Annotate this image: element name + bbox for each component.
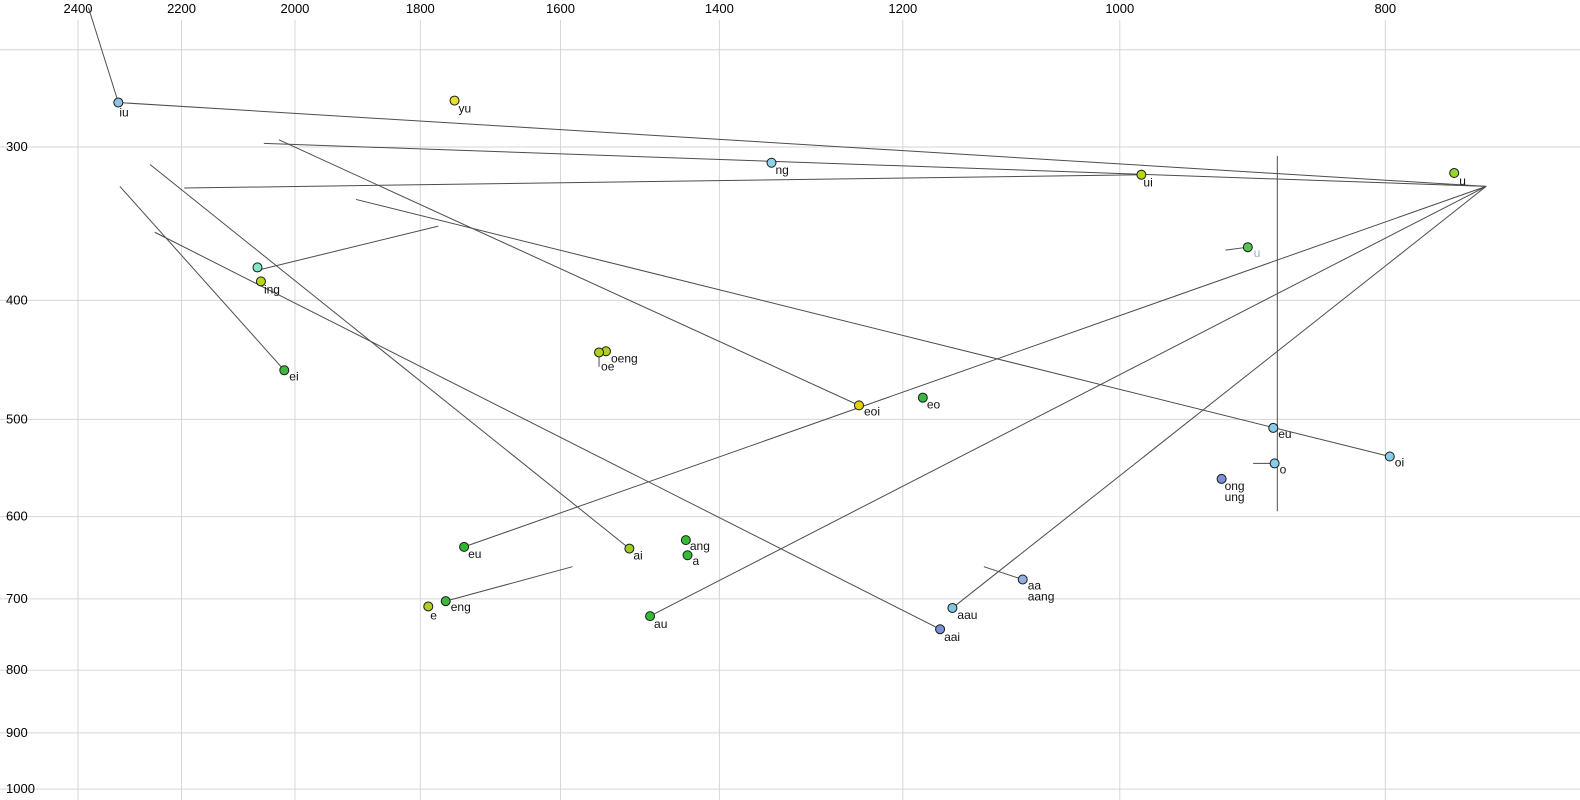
data-point-label: o — [1280, 462, 1287, 476]
data-point-dot — [1242, 242, 1253, 253]
data-point-dot — [440, 596, 451, 607]
data-point-label: eu — [468, 547, 481, 561]
data-point-dot — [1017, 574, 1028, 585]
data-point-label: eo — [927, 398, 941, 412]
data-point-dot — [1384, 451, 1395, 462]
trajectory-line — [463, 185, 1487, 548]
data-point-label: aai — [944, 630, 960, 644]
data-point-label: ing — [264, 282, 280, 296]
data-point-label: e — [430, 608, 437, 622]
data-point-label: ung — [1225, 490, 1245, 504]
data-point-label: eng — [451, 600, 471, 614]
trajectory-line — [184, 174, 1142, 189]
y-tick-label: 800 — [6, 662, 28, 677]
x-tick-label: 1000 — [1105, 1, 1134, 16]
x-tick-label: 2200 — [167, 1, 196, 16]
x-tick-label: 2000 — [280, 1, 309, 16]
data-point-label: aau — [957, 608, 977, 622]
data-point-dot — [594, 347, 605, 358]
data-point-label: aa — [1028, 578, 1042, 592]
data-point-label: u — [1459, 174, 1466, 188]
data-point-dot — [459, 541, 470, 552]
data-point-dot — [645, 611, 656, 622]
data-point-dot — [255, 276, 266, 287]
data-point-dot — [1216, 473, 1227, 484]
data-point-dot — [680, 535, 691, 546]
data-point-dot — [252, 262, 263, 273]
trajectory-line — [118, 102, 1487, 187]
data-point-dot — [1136, 169, 1147, 180]
trajectory-line — [154, 231, 941, 630]
data-point-dot — [766, 157, 777, 168]
data-point-label: oeng — [611, 351, 638, 365]
y-tick-label: 400 — [6, 292, 28, 307]
data-point-label: oi — [1395, 456, 1404, 470]
data-point-label: ai — [633, 549, 642, 563]
data-point-dot — [423, 601, 434, 612]
trajectory-line — [649, 185, 1487, 617]
data-point-label: ng — [776, 163, 789, 177]
data-point-label: a — [693, 554, 700, 568]
trajectory-line — [149, 164, 630, 549]
data-point-dot — [1449, 168, 1460, 179]
data-point-label: ui — [1143, 176, 1152, 190]
data-point-dot — [449, 95, 460, 106]
x-tick-label: 1200 — [888, 1, 917, 16]
data-point-label: ei — [289, 369, 298, 383]
x-tick-label: 1600 — [546, 1, 575, 16]
data-point-label: aang — [1028, 589, 1055, 603]
data-point-dot — [279, 365, 290, 376]
x-tick-label: 2400 — [64, 1, 93, 16]
data-point-dot — [935, 624, 946, 635]
data-point-dot — [1269, 458, 1280, 469]
trajectory-line — [257, 225, 439, 271]
data-point-label: oe — [601, 359, 615, 373]
data-point-dot — [624, 543, 635, 554]
data-point-dot — [1268, 422, 1279, 433]
data-point-dot — [113, 97, 124, 108]
x-tick-label: 1800 — [406, 1, 435, 16]
x-tick-label: 1400 — [705, 1, 734, 16]
trajectory-line — [445, 566, 573, 602]
y-tick-label: 900 — [6, 725, 28, 740]
trajectory-line — [119, 186, 285, 371]
y-tick-label: 600 — [6, 509, 28, 524]
data-point-label: ang — [690, 539, 710, 553]
trajectory-line — [983, 566, 1023, 580]
data-point-label: ong — [1225, 479, 1245, 493]
data-point-label: iu — [119, 106, 128, 120]
data-point-dot — [682, 550, 693, 561]
data-point-label: yu — [459, 102, 472, 116]
trajectory-line — [952, 186, 1487, 609]
data-point-label: eu — [1278, 427, 1291, 441]
trajectory-line — [278, 139, 860, 406]
y-tick-label: 300 — [6, 139, 28, 154]
data-point-dot — [917, 392, 928, 403]
y-tick-label: 500 — [6, 411, 28, 426]
data-point-label: au — [654, 617, 667, 631]
x-tick-label: 800 — [1374, 1, 1396, 16]
y-tick-label: 700 — [6, 591, 28, 606]
data-point-dot — [947, 602, 958, 613]
data-point-label: u — [1254, 246, 1261, 260]
trajectory-line — [87, 7, 119, 103]
data-point-label: eoi — [864, 404, 880, 418]
trajectory-line — [355, 198, 1390, 457]
y-tick-label: 1000 — [6, 781, 35, 796]
data-point-dot — [854, 400, 865, 411]
trajectory-line — [263, 142, 1487, 187]
